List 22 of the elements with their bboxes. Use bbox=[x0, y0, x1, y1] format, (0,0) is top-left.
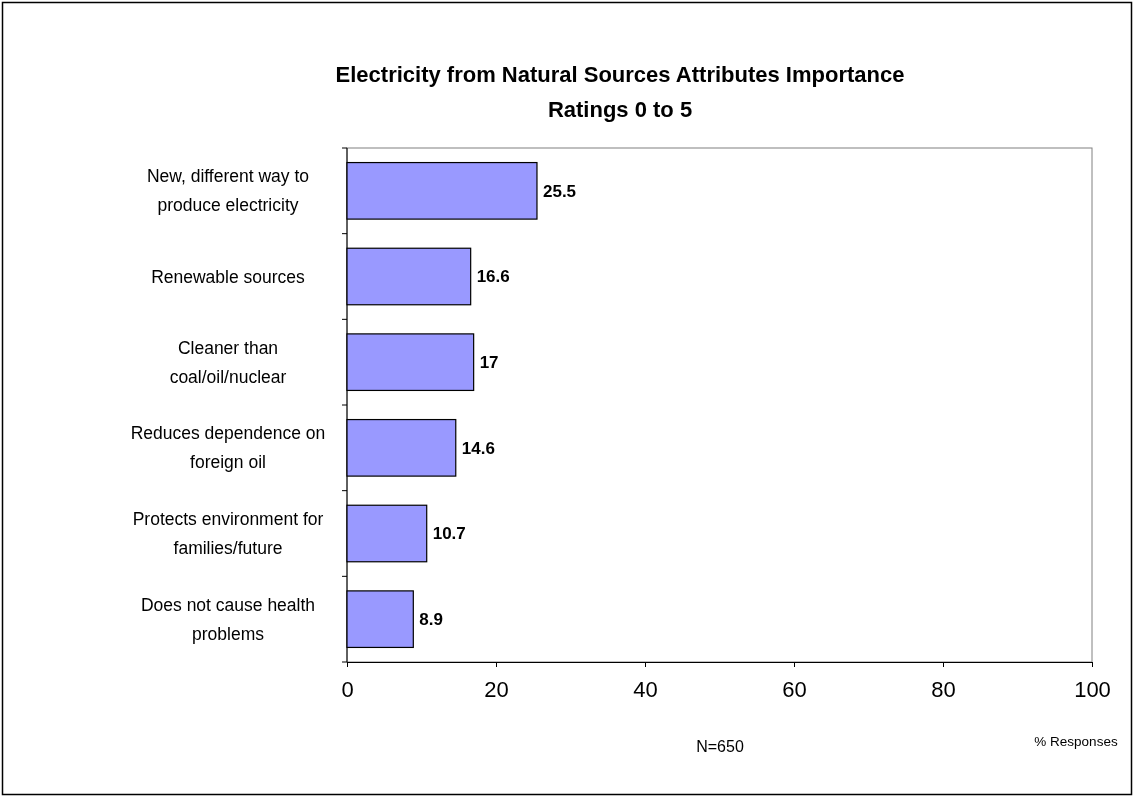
y-tick-label: New, different way to produce electricity bbox=[146, 166, 310, 216]
data-label: 10.7 bbox=[432, 524, 466, 544]
x-tick-label: 40 bbox=[633, 676, 658, 702]
chart-subtitle: Ratings 0 to 5 bbox=[547, 97, 693, 122]
x-tick-label: 0 bbox=[341, 676, 354, 702]
data-label: 17 bbox=[479, 353, 499, 373]
data-label: 8.9 bbox=[419, 610, 443, 630]
y-tick-label: Protects environment for families/future bbox=[132, 509, 324, 559]
x-tick-label: 100 bbox=[1074, 676, 1111, 702]
x-tick-label: 20 bbox=[484, 676, 509, 702]
y-tick-label: Cleaner than coal/oil/nuclear bbox=[169, 337, 287, 387]
text: N=650 bbox=[696, 738, 744, 755]
data-label: 14.6 bbox=[461, 438, 495, 458]
data-label: 16.6 bbox=[476, 267, 510, 287]
data-label: 25.5 bbox=[542, 181, 577, 201]
x-tick-label: 80 bbox=[931, 676, 956, 702]
x-tick-label: 60 bbox=[782, 676, 807, 702]
y-tick-label: Does not cause health problems bbox=[140, 594, 316, 644]
y-tick-label: Renewable sources bbox=[151, 266, 306, 287]
chart-title: Electricity from Natural Sources Attributes Importance bbox=[335, 62, 905, 87]
x-axis-title: % Responses bbox=[1034, 734, 1118, 749]
y-tick-label: Reduces dependence on foreign oil bbox=[130, 423, 326, 473]
